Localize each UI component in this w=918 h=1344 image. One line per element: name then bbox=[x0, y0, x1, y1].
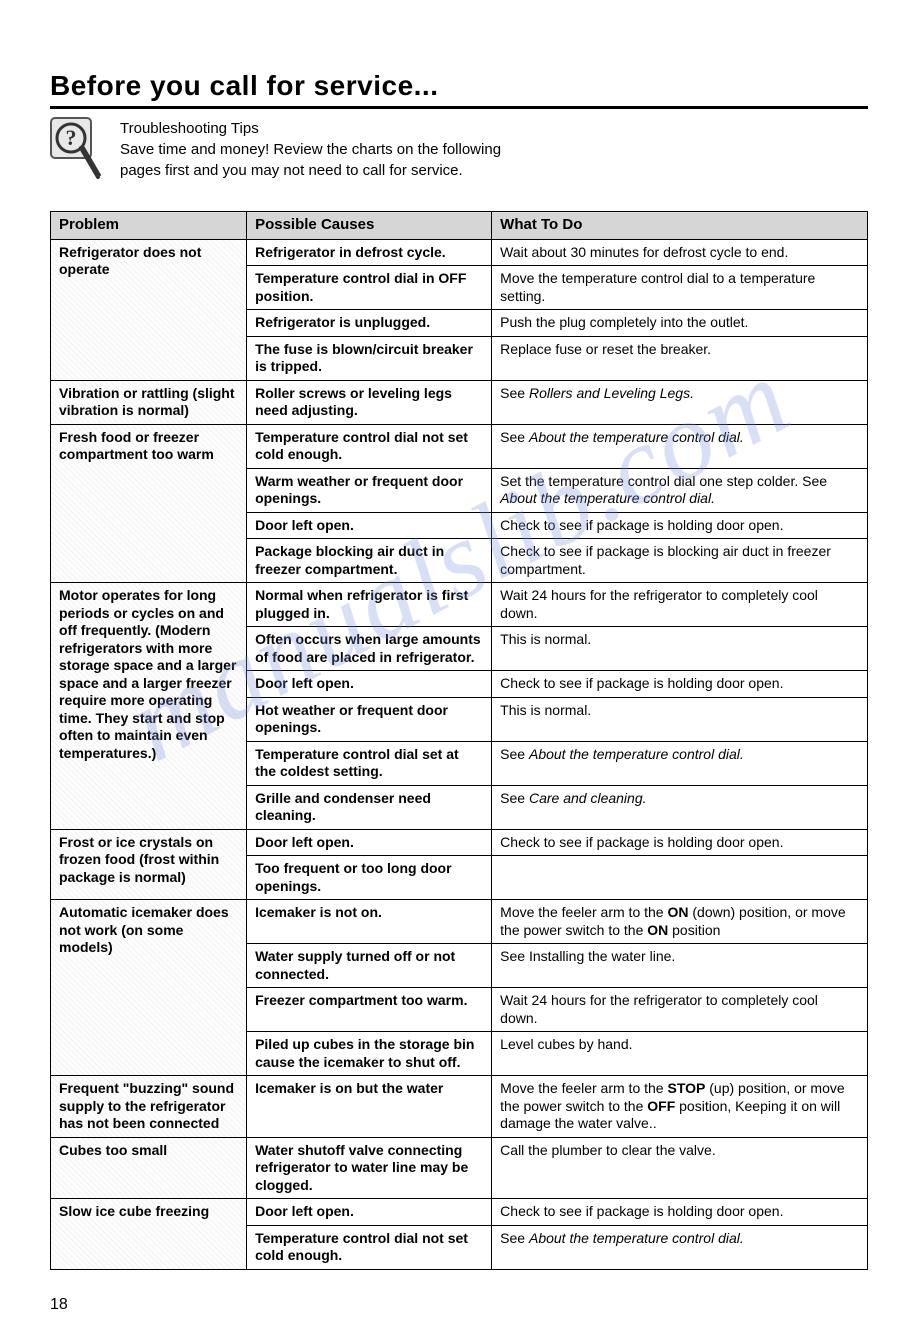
question-magnifier-icon: ? bbox=[50, 117, 106, 189]
todo-cell: See About the temperature control dial. bbox=[492, 1225, 868, 1269]
tips-label: Troubleshooting Tips bbox=[120, 119, 501, 139]
todo-cell: Move the feeler arm to the STOP (up) pos… bbox=[492, 1076, 868, 1138]
todo-cell: Push the plug completely into the outlet… bbox=[492, 310, 868, 337]
todo-cell: Wait 24 hours for the refrigerator to co… bbox=[492, 988, 868, 1032]
todo-cell: Check to see if package is holding door … bbox=[492, 512, 868, 539]
cause-cell: Temperature control dial not set cold en… bbox=[247, 1225, 492, 1269]
cause-cell: Refrigerator in defrost cycle. bbox=[247, 239, 492, 266]
problem-cell: Frequent "buzzing" sound supply to the r… bbox=[51, 1076, 247, 1138]
table-row: Cubes too smallWater shutoff valve conne… bbox=[51, 1137, 868, 1199]
cause-cell: Temperature control dial set at the cold… bbox=[247, 741, 492, 785]
cause-cell: Package blocking air duct in freezer com… bbox=[247, 539, 492, 583]
todo-cell: Check to see if package is holding door … bbox=[492, 829, 868, 856]
todo-cell: Wait about 30 minutes for defrost cycle … bbox=[492, 239, 868, 266]
col-header-todo: What To Do bbox=[492, 212, 868, 240]
cause-cell: Hot weather or frequent door openings. bbox=[247, 697, 492, 741]
todo-cell: This is normal. bbox=[492, 697, 868, 741]
todo-cell: Call the plumber to clear the valve. bbox=[492, 1137, 868, 1199]
problem-cell: Slow ice cube freezing bbox=[51, 1199, 247, 1270]
todo-cell: Level cubes by hand. bbox=[492, 1032, 868, 1076]
cause-cell: Too frequent or too long door openings. bbox=[247, 856, 492, 900]
cause-cell: Door left open. bbox=[247, 1199, 492, 1226]
table-row: Automatic icemaker does not work (on som… bbox=[51, 900, 868, 944]
cause-cell: Roller screws or leveling legs need adju… bbox=[247, 380, 492, 424]
todo-cell: Wait 24 hours for the refrigerator to co… bbox=[492, 583, 868, 627]
page-title: Before you call for service... bbox=[50, 70, 868, 109]
todo-cell: This is normal. bbox=[492, 627, 868, 671]
todo-cell: Move the temperature control dial to a t… bbox=[492, 266, 868, 310]
todo-cell: Set the temperature control dial one ste… bbox=[492, 468, 868, 512]
table-header-row: Problem Possible Causes What To Do bbox=[51, 212, 868, 240]
cause-cell: Icemaker is not on. bbox=[247, 900, 492, 944]
cause-cell: Freezer compartment too warm. bbox=[247, 988, 492, 1032]
manual-page: manualslib.com Before you call for servi… bbox=[0, 0, 918, 1344]
cause-cell: Often occurs when large amounts of food … bbox=[247, 627, 492, 671]
todo-cell: Check to see if package is holding door … bbox=[492, 671, 868, 698]
troubleshooting-table: Problem Possible Causes What To Do Refri… bbox=[50, 211, 868, 1270]
cause-cell: Door left open. bbox=[247, 512, 492, 539]
cause-cell: Grille and condenser need cleaning. bbox=[247, 785, 492, 829]
cause-cell: Warm weather or frequent door openings. bbox=[247, 468, 492, 512]
col-header-cause: Possible Causes bbox=[247, 212, 492, 240]
todo-cell: See Rollers and Leveling Legs. bbox=[492, 380, 868, 424]
cause-cell: Water supply turned off or not connected… bbox=[247, 944, 492, 988]
cause-cell: Normal when refrigerator is first plugge… bbox=[247, 583, 492, 627]
todo-cell bbox=[492, 856, 868, 900]
todo-cell: See Care and cleaning. bbox=[492, 785, 868, 829]
table-row: Refrigerator does not operateRefrigerato… bbox=[51, 239, 868, 266]
table-row: Frequent "buzzing" sound supply to the r… bbox=[51, 1076, 868, 1138]
todo-cell: Check to see if package is holding door … bbox=[492, 1199, 868, 1226]
col-header-problem: Problem bbox=[51, 212, 247, 240]
table-row: Vibration or rattling (slight vibration … bbox=[51, 380, 868, 424]
todo-cell: See About the temperature control dial. bbox=[492, 424, 868, 468]
cause-cell: The fuse is blown/circuit breaker is tri… bbox=[247, 336, 492, 380]
problem-cell: Fresh food or freezer compartment too wa… bbox=[51, 424, 247, 583]
svg-text:?: ? bbox=[66, 125, 77, 150]
cause-cell: Temperature control dial in OFF position… bbox=[247, 266, 492, 310]
cause-cell: Icemaker is on but the water bbox=[247, 1076, 492, 1138]
table-body: Refrigerator does not operateRefrigerato… bbox=[51, 239, 868, 1269]
cause-cell: Door left open. bbox=[247, 671, 492, 698]
table-row: Frost or ice crystals on frozen food (fr… bbox=[51, 829, 868, 856]
cause-cell: Water shutoff valve connecting refrigera… bbox=[247, 1137, 492, 1199]
intro-line-1: Save time and money! Review the charts o… bbox=[120, 141, 501, 158]
problem-cell: Automatic icemaker does not work (on som… bbox=[51, 900, 247, 1076]
intro-line-2: pages first and you may not need to call… bbox=[120, 162, 463, 179]
cause-cell: Piled up cubes in the storage bin cause … bbox=[247, 1032, 492, 1076]
todo-cell: See About the temperature control dial. bbox=[492, 741, 868, 785]
todo-cell: Move the feeler arm to the ON (down) pos… bbox=[492, 900, 868, 944]
cause-cell: Door left open. bbox=[247, 829, 492, 856]
problem-cell: Cubes too small bbox=[51, 1137, 247, 1199]
intro-text: Troubleshooting Tips Save time and money… bbox=[120, 117, 501, 181]
problem-cell: Refrigerator does not operate bbox=[51, 239, 247, 380]
cause-cell: Temperature control dial not set cold en… bbox=[247, 424, 492, 468]
table-row: Fresh food or freezer compartment too wa… bbox=[51, 424, 868, 468]
problem-cell: Vibration or rattling (slight vibration … bbox=[51, 380, 247, 424]
problem-cell: Frost or ice crystals on frozen food (fr… bbox=[51, 829, 247, 900]
cause-cell: Refrigerator is unplugged. bbox=[247, 310, 492, 337]
problem-cell: Motor operates for long periods or cycle… bbox=[51, 583, 247, 830]
table-row: Slow ice cube freezingDoor left open.Che… bbox=[51, 1199, 868, 1226]
todo-cell: See Installing the water line. bbox=[492, 944, 868, 988]
todo-cell: Check to see if package is blocking air … bbox=[492, 539, 868, 583]
intro-block: ? Troubleshooting Tips Save time and mon… bbox=[50, 117, 868, 189]
table-row: Motor operates for long periods or cycle… bbox=[51, 583, 868, 627]
todo-cell: Replace fuse or reset the breaker. bbox=[492, 336, 868, 380]
page-number: 18 bbox=[50, 1296, 868, 1314]
